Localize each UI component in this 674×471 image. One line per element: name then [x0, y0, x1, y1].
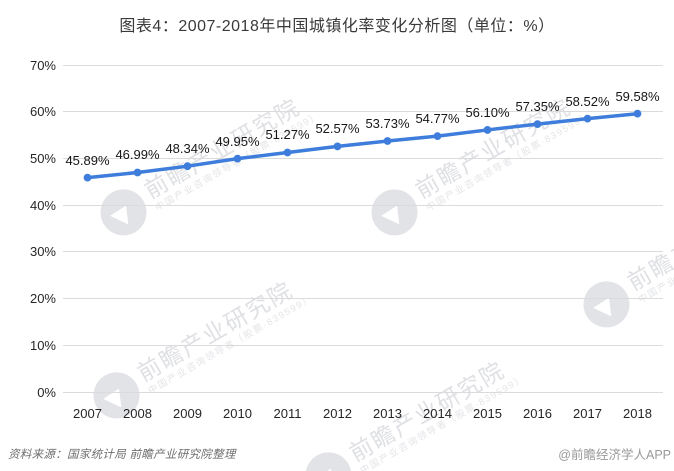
- data-point: [633, 109, 642, 118]
- data-point-label: 45.89%: [65, 152, 110, 168]
- y-axis-tick-label: 20%: [29, 291, 56, 307]
- x-axis-tick-label: 2010: [223, 406, 252, 421]
- data-point: [533, 120, 542, 128]
- data-point: [283, 148, 292, 157]
- gridline: [63, 111, 663, 113]
- y-axis-tick-label: 0%: [37, 384, 56, 400]
- gridline: [63, 204, 663, 206]
- data-point: [433, 132, 442, 141]
- x-axis-tick-label: 2008: [123, 406, 152, 421]
- data-point-label: 59.58%: [615, 88, 660, 104]
- data-point: [83, 173, 92, 182]
- gridline: [63, 64, 663, 66]
- data-point: [583, 114, 592, 123]
- x-axis-tick-label: 2017: [573, 406, 602, 421]
- data-point-label: 48.34%: [165, 141, 210, 157]
- y-axis-tick-label: 30%: [29, 244, 56, 260]
- x-axis-tick-label: 2009: [173, 406, 202, 421]
- x-axis-tick-label: 2011: [273, 406, 302, 421]
- gridline: [63, 298, 663, 300]
- data-point-label: 57.35%: [515, 99, 560, 115]
- data-point-label: 53.73%: [365, 116, 410, 131]
- x-axis-tick-label: 2013: [373, 406, 402, 421]
- data-point-label: 46.99%: [115, 147, 160, 163]
- data-point: [333, 142, 342, 151]
- y-axis-tick-label: 70%: [29, 57, 56, 73]
- data-point-label: 51.27%: [265, 127, 310, 143]
- chart-title: 图表4：2007-2018年中国城镇化率变化分析图（单位：%）: [119, 18, 555, 35]
- data-point: [183, 162, 192, 171]
- data-point: [483, 126, 492, 134]
- data-point-label: 54.77%: [415, 111, 460, 127]
- x-axis-tick-label: 2012: [323, 406, 352, 421]
- data-point-label: 49.95%: [215, 133, 260, 149]
- data-point-label: 52.57%: [315, 121, 360, 137]
- brand-credit: @前瞻经济学人APP: [558, 448, 671, 462]
- y-axis-tick-label: 10%: [29, 337, 56, 353]
- data-point: [133, 168, 142, 177]
- x-axis-tick-label: 2007: [73, 406, 102, 421]
- y-axis-tick-label: 60%: [29, 104, 56, 120]
- gridline: [63, 391, 663, 393]
- y-axis-tick-label: 50%: [29, 150, 56, 166]
- data-point-label: 58.52%: [565, 93, 610, 109]
- data-point: [233, 154, 242, 163]
- data-source-note: 资料来源：国家统计局 前瞻产业研究院整理: [8, 449, 236, 461]
- x-axis-tick-label: 2015: [473, 406, 502, 421]
- x-axis-tick-label: 2018: [623, 406, 652, 421]
- gridline: [63, 344, 663, 346]
- data-point-label: 56.10%: [465, 104, 510, 120]
- series-line: [85, 111, 640, 180]
- data-point: [383, 137, 392, 145]
- y-axis-tick-label: 40%: [29, 197, 56, 213]
- x-axis-tick-label: 2014: [423, 406, 452, 421]
- gridline: [63, 157, 663, 159]
- gridline: [63, 251, 663, 253]
- x-axis-tick-label: 2016: [523, 406, 552, 421]
